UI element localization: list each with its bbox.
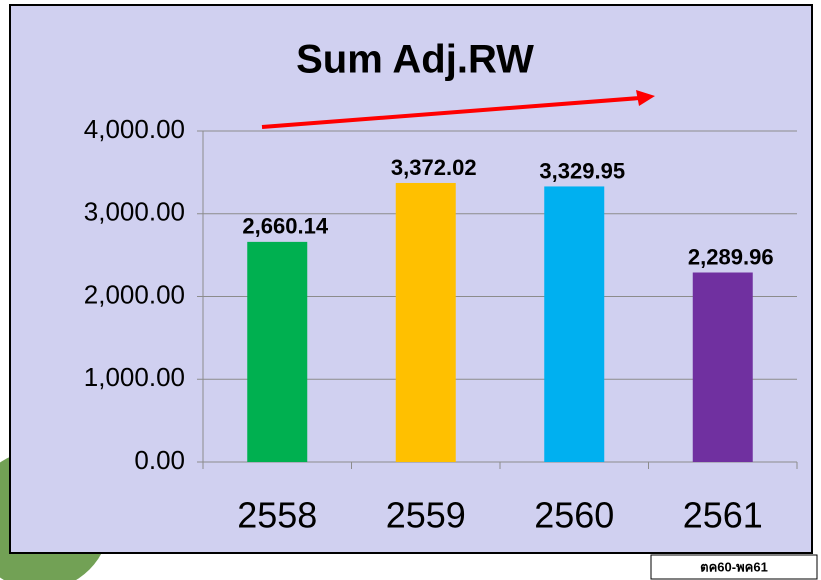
y-tick-label: 2,000.00 — [84, 279, 185, 309]
bar — [693, 273, 753, 462]
bar — [544, 186, 604, 462]
chart-title: Sum Adj.RW — [296, 38, 534, 82]
value-label: 2,289.96 — [688, 244, 774, 269]
y-tick-label: 0.00 — [134, 445, 185, 475]
y-tick-label: 1,000.00 — [84, 362, 185, 392]
value-label: 3,372.02 — [391, 155, 477, 180]
x-tick-label: 2561 — [683, 495, 763, 536]
value-label: 2,660.14 — [242, 214, 328, 239]
x-tick-label: 2560 — [534, 495, 614, 536]
value-label: 3,329.95 — [539, 158, 625, 183]
x-tick-label: 2559 — [386, 495, 466, 536]
bar — [396, 183, 456, 462]
y-tick-label: 3,000.00 — [84, 197, 185, 227]
annotation: ตค60-พค61 — [700, 559, 768, 574]
x-tick-label: 2558 — [237, 495, 317, 536]
chart: Sum Adj.RW ตค60-พค61 0.00 1,000.00 2,000.0… — [0, 0, 821, 580]
bar — [247, 242, 307, 462]
y-tick-label: 4,000.00 — [84, 114, 185, 144]
